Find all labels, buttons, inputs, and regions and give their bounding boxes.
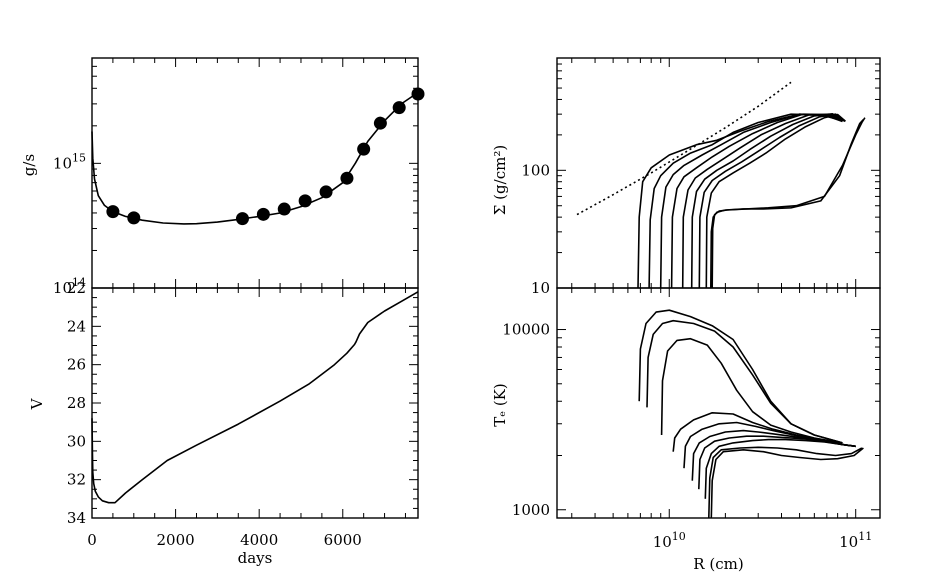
data-point <box>277 202 291 216</box>
series-line-t3 <box>660 337 843 444</box>
y-tick-label: 1015 <box>53 151 86 172</box>
data-point <box>235 212 249 226</box>
series-line-p6 <box>690 113 846 289</box>
series-line-V <box>91 291 419 504</box>
y-tick-label: 1000 <box>512 501 550 519</box>
data-point <box>298 194 312 208</box>
series-line-p4 <box>670 113 846 289</box>
y-tick-label: 10 <box>531 279 550 297</box>
x-axis-label: R (cm) <box>693 555 743 573</box>
series-line-t2 <box>646 319 843 444</box>
y-tick-label: 10000 <box>502 321 550 339</box>
y-tick-label: 34 <box>67 509 86 527</box>
y-axis-label: V <box>28 397 46 410</box>
series-line-t8 <box>704 438 856 499</box>
data-point <box>357 142 371 156</box>
data-point <box>373 116 387 130</box>
y-tick-label: 28 <box>67 394 86 412</box>
series-line-p8 <box>705 113 846 289</box>
y-tick-label: 24 <box>67 317 86 335</box>
y-tick-label: 26 <box>67 356 86 374</box>
plot-frame <box>556 57 881 289</box>
data-point <box>106 205 120 219</box>
y-axis-label: g/s <box>20 154 38 176</box>
y-axis-label: Tₑ (K) <box>491 383 509 427</box>
x-tick-label: 0 <box>87 531 97 549</box>
x-tick-label: 1010 <box>653 530 686 551</box>
series-line-p10 <box>711 117 866 289</box>
y-tick-label: 1014 <box>53 276 86 297</box>
data-point <box>127 211 141 225</box>
reference-slope-line <box>576 81 792 216</box>
y-tick-label: 22 <box>67 279 86 297</box>
accretion-rate-panel: 1014 1015 g/s <box>20 57 425 297</box>
data-point <box>256 207 270 221</box>
effective-temperature-panel: 1000 10000 1010 1011 Tₑ (K) R (cm) <box>491 287 881 573</box>
data-point <box>319 185 333 199</box>
x-tick-label: 6000 <box>324 531 362 549</box>
series-line-t5 <box>683 421 856 469</box>
series-line-p7 <box>698 113 846 289</box>
series-line-t10 <box>710 447 864 519</box>
x-tick-label: 2000 <box>156 531 194 549</box>
data-point <box>340 171 354 185</box>
data-point <box>411 87 425 101</box>
y-tick-label: 32 <box>67 471 86 489</box>
y-axis-label: Σ (g/cm²) <box>491 145 509 215</box>
x-tick-label: 1011 <box>839 530 872 551</box>
plot-frame <box>91 57 419 289</box>
y-tick-label: 30 <box>67 432 86 450</box>
x-tick-label: 4000 <box>240 531 278 549</box>
data-point <box>392 101 406 115</box>
series-line-model <box>91 91 419 225</box>
series-line-t7 <box>698 435 856 490</box>
y-tick-label: 100 <box>521 161 550 179</box>
plot-frame <box>556 287 881 519</box>
surface-density-panel: 10 100 Σ (g/cm²) <box>491 57 881 297</box>
x-axis-label: days <box>238 549 273 567</box>
series-line-p5 <box>681 113 846 289</box>
series-line-t9 <box>708 446 863 519</box>
series-line-p2 <box>648 113 843 289</box>
